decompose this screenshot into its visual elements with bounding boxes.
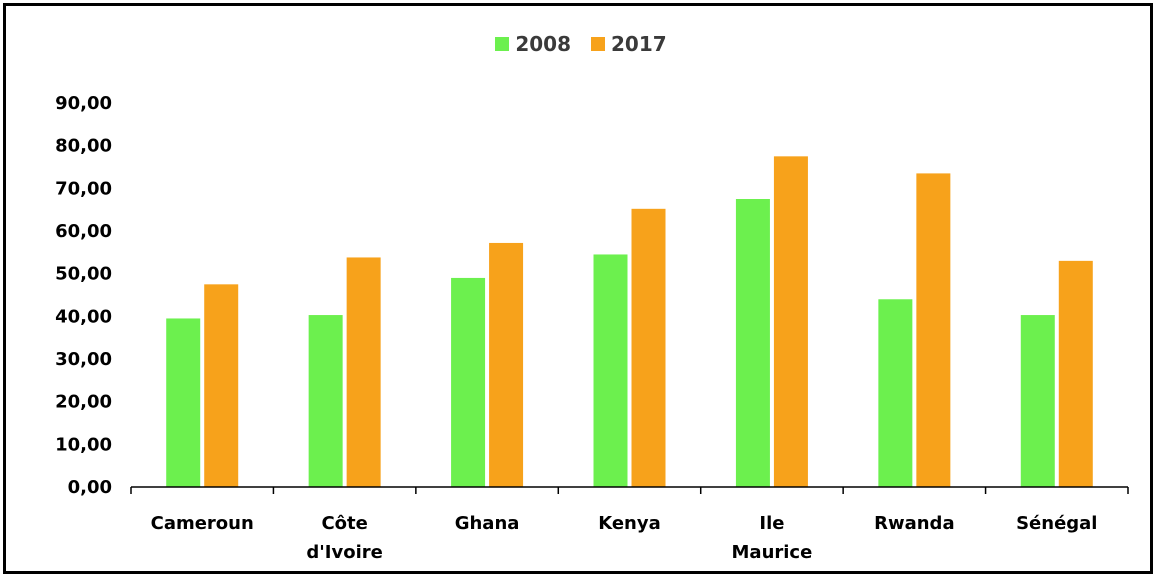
legend-swatch-2017: [591, 37, 605, 51]
y-tick-label: 30,00: [55, 349, 112, 370]
category-label: Kenya: [598, 513, 661, 534]
category-label: Sénégal: [1016, 513, 1097, 534]
category-label: Côte d'Ivoire: [306, 513, 382, 563]
bar-2017: [1058, 260, 1093, 487]
y-tick-label: 0,00: [68, 477, 112, 498]
bar-2008: [1020, 315, 1055, 487]
bar-2008: [166, 318, 201, 487]
legend-item-2008: 2008: [495, 32, 571, 56]
y-tick-label: 60,00: [55, 221, 112, 242]
bar-2017: [773, 156, 808, 488]
bar-2017: [204, 284, 239, 487]
y-tick-label: 70,00: [55, 178, 112, 199]
y-tick-label: 50,00: [55, 264, 112, 285]
bar-2008: [878, 299, 913, 487]
legend: 2008 2017: [0, 32, 1162, 56]
bar-2017: [489, 242, 524, 487]
bar-2017: [631, 208, 666, 487]
bar-2008: [735, 199, 770, 487]
bar-2008: [308, 315, 343, 487]
legend-label-2017: 2017: [611, 32, 667, 56]
y-tick-label: 40,00: [55, 306, 112, 327]
y-tick-label: 90,00: [55, 93, 112, 114]
legend-item-2017: 2017: [591, 32, 667, 56]
legend-label-2008: 2008: [515, 32, 571, 56]
category-label: Cameroun: [151, 513, 254, 534]
y-tick-label: 20,00: [55, 392, 112, 413]
category-label: Ile Maurice: [732, 513, 813, 563]
bar-2017: [346, 257, 381, 487]
legend-swatch-2008: [495, 37, 510, 51]
category-label: Rwanda: [874, 513, 954, 534]
category-label: Ghana: [455, 513, 520, 534]
y-tick-label: 10,00: [55, 434, 112, 455]
bar-2017: [916, 173, 951, 487]
bar-2008: [593, 254, 628, 487]
y-tick-label: 80,00: [55, 136, 112, 157]
bar-2008: [451, 277, 486, 487]
